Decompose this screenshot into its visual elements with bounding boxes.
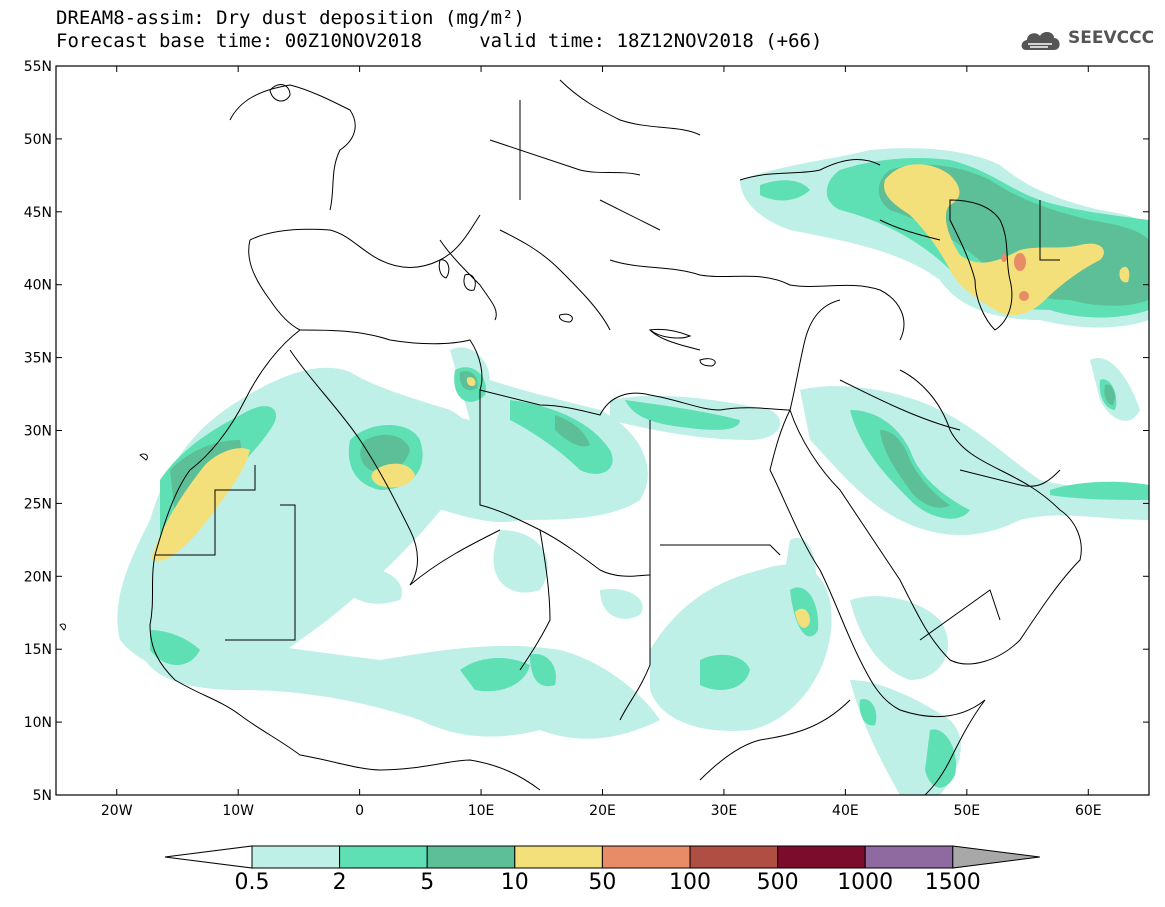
colorbar: 0.5 2 5 10 50 100 500 1000 1500 — [164, 845, 1040, 895]
forecast-time-line: Forecast base time: 00Z10NOV2018 valid t… — [56, 30, 823, 52]
latitude-axis: 55N 50N 45N 40N 35N 30N 25N 20N 15N 10N 5N — [24, 59, 1149, 804]
colorbar-label: 10 — [501, 870, 529, 895]
colorbar-segment — [689, 845, 779, 869]
colorbar-label: 0.5 — [235, 870, 270, 895]
colorbar-segment — [777, 845, 866, 869]
lat-tick-label: 20N — [24, 569, 52, 585]
coastlines-borders — [149, 79, 1082, 795]
lat-tick-label: 50N — [24, 132, 52, 148]
colorbar-segment — [864, 845, 954, 869]
lat-tick-label: 5N — [33, 788, 52, 804]
lat-tick-label: 10N — [24, 715, 52, 731]
colorbar-label: 1000 — [837, 870, 893, 895]
lat-tick-label: 35N — [24, 351, 52, 367]
lon-tick-label: 20W — [101, 803, 133, 819]
colorbar-over-triangle — [952, 845, 1040, 869]
lat-tick-label: 55N — [24, 59, 52, 75]
colorbar-label: 50 — [588, 870, 616, 895]
colorbar-segment — [514, 845, 603, 869]
lat-tick-label: 15N — [24, 642, 52, 658]
dust-level-10 — [151, 164, 1130, 628]
colorbar-segment — [426, 845, 516, 869]
colorbar-label: 1500 — [925, 870, 981, 895]
lat-tick-label: 45N — [24, 205, 52, 221]
lon-tick-label: 40E — [832, 803, 859, 819]
map-title: DREAM8-assim: Dry dust deposition (mg/m²… — [56, 7, 525, 29]
colorbar-label: 100 — [669, 870, 711, 895]
lon-tick-label: 60E — [1075, 803, 1102, 819]
colorbar-segment — [251, 845, 341, 869]
lon-tick-label: 20E — [589, 803, 616, 819]
colorbar-label: 5 — [420, 870, 434, 895]
dust-level-50 — [1001, 253, 1029, 301]
colorbar-label: 2 — [333, 870, 347, 895]
colorbar-under-triangle — [164, 845, 253, 869]
lon-tick-label: 0 — [355, 803, 364, 819]
lon-tick-label: 30E — [711, 803, 738, 819]
lat-tick-label: 30N — [24, 424, 52, 440]
lon-tick-label: 10W — [222, 803, 254, 819]
lat-tick-label: 25N — [24, 496, 52, 512]
colorbar-segment — [601, 845, 691, 869]
longitude-axis: 20W 10W 0 10E 20E 30E 40E 50E 60E — [101, 66, 1102, 819]
logo-text: SEEVCCC — [1068, 28, 1155, 48]
lat-tick-label: 40N — [24, 278, 52, 294]
colorbar-segment — [339, 845, 428, 869]
lon-tick-label: 10E — [468, 803, 495, 819]
map-content — [56, 66, 1149, 795]
islands — [59, 84, 716, 631]
lon-tick-label: 50E — [953, 803, 980, 819]
cloud-logo-icon — [1021, 32, 1060, 50]
colorbar-label: 500 — [757, 870, 799, 895]
